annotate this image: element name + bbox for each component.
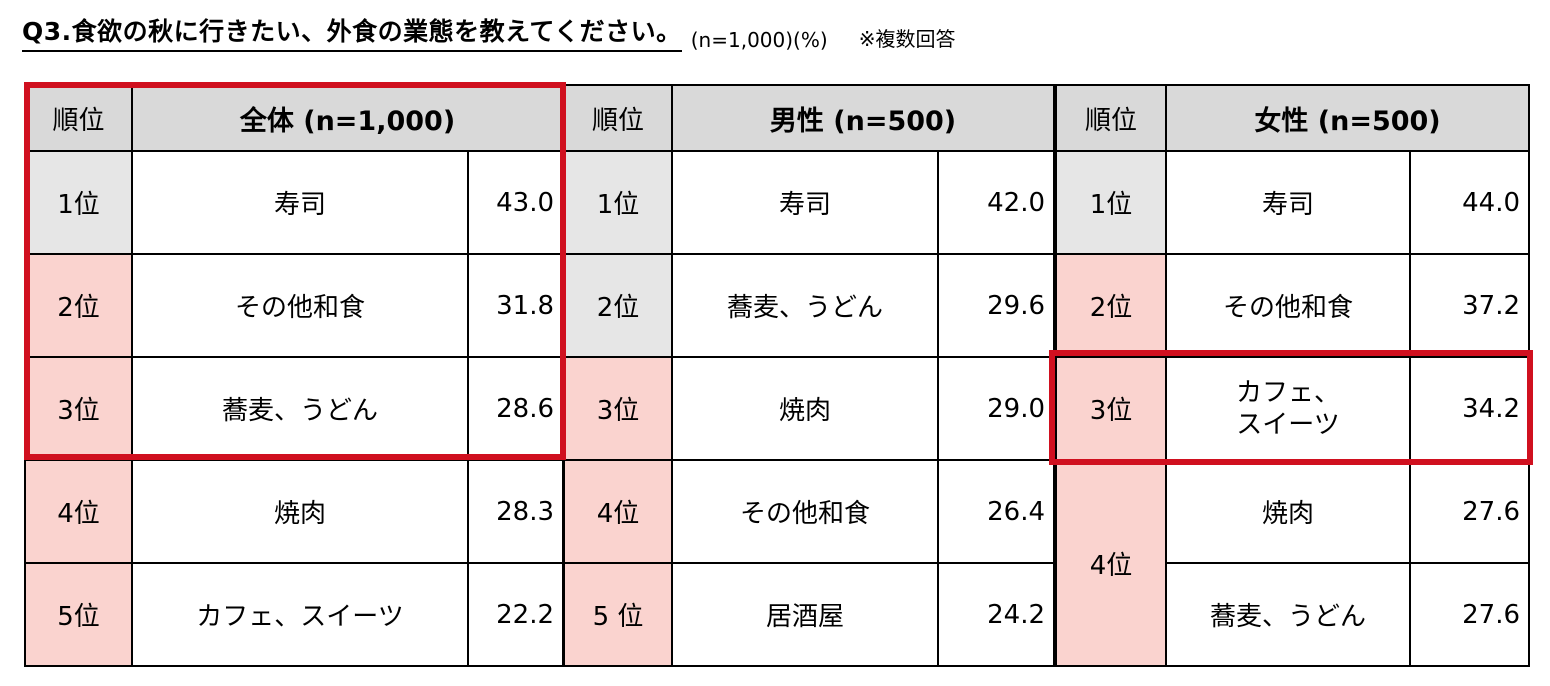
rank-cell: 3位 bbox=[563, 356, 673, 461]
table-row: 4位 焼肉 27.6 bbox=[1055, 459, 1531, 667]
rank-cell: 4位 bbox=[24, 459, 133, 564]
value-cell: 26.4 bbox=[936, 459, 1056, 564]
table-header-row: 順位 女性 (n=500) bbox=[1055, 84, 1531, 152]
group-header-overall: 全体 (n=1,000) bbox=[130, 84, 565, 152]
rank-cell: 1位 bbox=[563, 150, 673, 255]
table-row: 1位 寿司 44.0 bbox=[1055, 150, 1531, 255]
value-cell: 44.0 bbox=[1408, 150, 1531, 255]
value-cell: 28.6 bbox=[466, 356, 565, 461]
group-header-male: 男性 (n=500) bbox=[670, 84, 1056, 152]
item-line-2: スイーツ bbox=[1236, 409, 1340, 440]
value-cell: 22.2 bbox=[466, 562, 565, 667]
value-cell: 34.2 bbox=[1408, 356, 1531, 461]
item-cell: 寿司 bbox=[1165, 150, 1411, 255]
value-cell: 24.2 bbox=[936, 562, 1056, 667]
ranking-table-male: 順位 男性 (n=500) 1位 寿司 42.0 2位 蕎麦、うどん 29.6 … bbox=[563, 84, 1056, 667]
value-cell: 42.0 bbox=[936, 150, 1056, 255]
value-cell: 31.8 bbox=[466, 253, 565, 358]
item-cell: 焼肉 bbox=[671, 356, 939, 461]
item-cell: 寿司 bbox=[131, 150, 469, 255]
value-cell: 43.0 bbox=[466, 150, 565, 255]
rank-header: 順位 bbox=[1055, 84, 1167, 152]
table-row: 2位 その他和食 37.2 bbox=[1055, 253, 1531, 358]
table-row: 1位 寿司 43.0 bbox=[24, 150, 565, 255]
table-row: 4位 焼肉 28.3 bbox=[24, 459, 565, 564]
table-row: 1位 寿司 42.0 bbox=[563, 150, 1056, 255]
sample-note: (n=1,000)(%) bbox=[690, 28, 828, 52]
table-row: 4位 その他和食 26.4 bbox=[563, 459, 1056, 564]
value-cell: 29.0 bbox=[936, 356, 1056, 461]
table-row: 5位 カフェ、スイーツ 22.2 bbox=[24, 562, 565, 667]
table-row: 3位 焼肉 29.0 bbox=[563, 356, 1056, 461]
table-header-row: 順位 男性 (n=500) bbox=[563, 84, 1056, 152]
page-title: Q3.食欲の秋に行きたい、外食の業態を教えてください。 bbox=[22, 12, 682, 52]
table-row: 3位 蕎麦、うどん 28.6 bbox=[24, 356, 565, 461]
item-cell: 焼肉 bbox=[1165, 459, 1411, 564]
value-cell: 29.6 bbox=[936, 253, 1056, 358]
value-cell: 37.2 bbox=[1408, 253, 1531, 358]
rank-cell: 4位 bbox=[563, 459, 673, 564]
rank-header: 順位 bbox=[563, 84, 673, 152]
table-row: 蕎麦、うどん 27.6 bbox=[1056, 562, 1531, 667]
rank-cell: 5位 bbox=[24, 562, 133, 667]
rank-cell: 1位 bbox=[1055, 150, 1167, 255]
rank-cell: 4位 bbox=[1055, 459, 1167, 667]
value-cell: 28.3 bbox=[466, 459, 565, 564]
title-row: Q3.食欲の秋に行きたい、外食の業態を教えてください。 (n=1,000)(%)… bbox=[22, 12, 956, 52]
answer-type-note: ※複数回答 bbox=[858, 27, 956, 51]
value-cell: 27.6 bbox=[1408, 459, 1531, 564]
table-row: 5 位 居酒屋 24.2 bbox=[563, 562, 1056, 667]
item-cell: 寿司 bbox=[671, 150, 939, 255]
item-cell: カフェ、スイーツ bbox=[131, 562, 469, 667]
rank-cell: 2位 bbox=[24, 253, 133, 358]
item-cell: 焼肉 bbox=[131, 459, 469, 564]
value-cell: 27.6 bbox=[1408, 562, 1531, 667]
table-header-row: 順位 全体 (n=1,000) bbox=[24, 84, 565, 152]
item-cell: その他和食 bbox=[1165, 253, 1411, 358]
rank-cell: 3位 bbox=[24, 356, 133, 461]
item-cell: カフェ、 スイーツ bbox=[1165, 356, 1411, 461]
rank-cell: 2位 bbox=[1055, 253, 1167, 358]
ranking-table-female: 順位 女性 (n=500) 1位 寿司 44.0 2位 その他和食 37.2 3… bbox=[1055, 84, 1531, 667]
rank-cell: 1位 bbox=[24, 150, 133, 255]
item-cell: その他和食 bbox=[671, 459, 939, 564]
rank-header: 順位 bbox=[24, 84, 133, 152]
ranking-table-overall: 順位 全体 (n=1,000) 1位 寿司 43.0 2位 その他和食 31.8… bbox=[24, 84, 565, 667]
item-cell: 蕎麦、うどん bbox=[671, 253, 939, 358]
rank-cell: 3位 bbox=[1055, 356, 1167, 461]
item-cell: 蕎麦、うどん bbox=[131, 356, 469, 461]
rank-cell: 2位 bbox=[563, 253, 673, 358]
table-row: 3位 カフェ、 スイーツ 34.2 bbox=[1055, 356, 1531, 461]
item-cell: 居酒屋 bbox=[671, 562, 939, 667]
item-line-1: カフェ、 bbox=[1235, 377, 1340, 408]
item-cell: 蕎麦、うどん bbox=[1165, 562, 1411, 667]
rank-cell: 5 位 bbox=[563, 562, 673, 667]
table-row: 2位 蕎麦、うどん 29.6 bbox=[563, 253, 1056, 358]
group-header-female: 女性 (n=500) bbox=[1164, 84, 1531, 152]
item-cell: その他和食 bbox=[131, 253, 469, 358]
table-row: 2位 その他和食 31.8 bbox=[24, 253, 565, 358]
